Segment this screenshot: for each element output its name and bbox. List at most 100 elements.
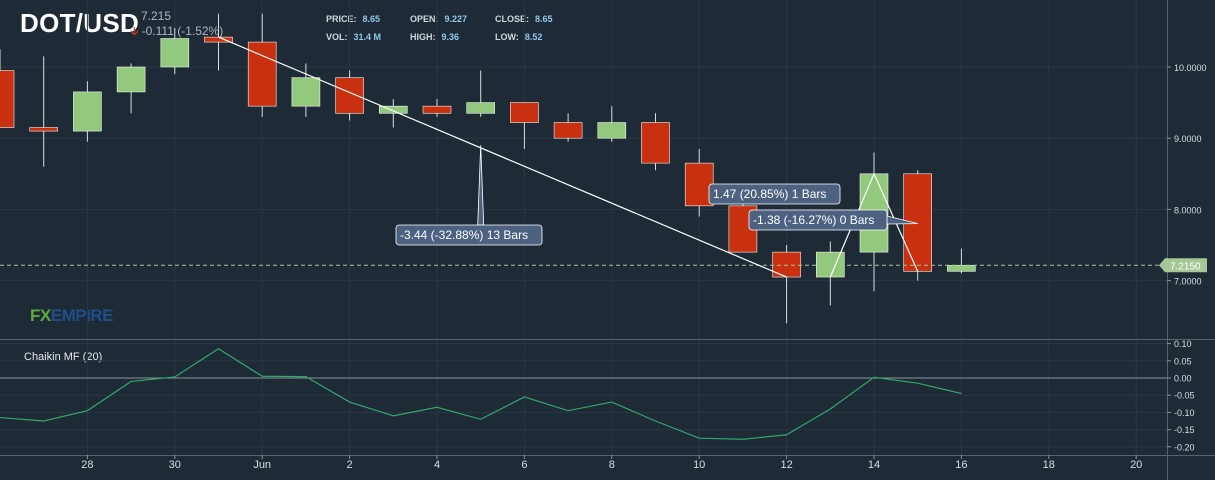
candle	[116, 63, 146, 114]
price-change-value: -0.111 (-1.52%)	[141, 24, 224, 38]
candle	[0, 49, 15, 128]
stat-label: HIGH:	[410, 32, 436, 42]
stat-label: CLOSE:	[495, 14, 530, 24]
candle-body	[378, 105, 408, 114]
x-tick-label: 20	[1130, 459, 1142, 471]
axes: 10.0000 9.0000 8.0000 7.0000 0.10 0.05 0.00 -0.…	[81, 63, 1207, 471]
candle-body	[335, 77, 364, 114]
candle-body	[597, 122, 627, 139]
trend-lines: -3.44 (-32.88%) 13 Bars 1.47 (20.85%) 1 B…	[218, 36, 919, 278]
candle-body	[947, 264, 976, 272]
candle-body	[116, 66, 146, 93]
candle-body	[684, 162, 714, 207]
trend-label: 1.47 (20.85%) 1 Bars	[713, 187, 826, 201]
candle	[772, 245, 801, 324]
candle	[510, 102, 539, 149]
stat-price: PRICE: 8.65	[326, 14, 380, 24]
x-tick-label: 10	[693, 459, 705, 471]
stat-label: OPEN:	[410, 14, 439, 24]
down-arrow-icon: 🡫	[130, 24, 139, 38]
candle-body	[510, 102, 539, 123]
stat-value: 8.65	[535, 14, 553, 24]
x-tick-label: 6	[521, 459, 527, 471]
brand-part2: EMPIRE	[50, 306, 114, 325]
candle	[378, 99, 408, 128]
ind-y-tick-label: 0.00	[1174, 374, 1192, 384]
stat-value: 31.4 M	[353, 32, 382, 42]
trend-label-box	[708, 183, 841, 205]
y-tick-label: 7.0000	[1174, 277, 1202, 287]
stat-label: LOW:	[495, 32, 519, 42]
candle	[947, 248, 976, 274]
x-tick-label: Jun	[253, 459, 271, 471]
stat-value: 9.227	[444, 14, 468, 24]
candle	[466, 70, 496, 117]
trend-label-box	[748, 209, 888, 231]
candle	[597, 106, 627, 142]
candle-body	[291, 77, 321, 107]
last-price-tag	[1159, 258, 1207, 273]
candle-body	[160, 38, 190, 68]
stat-value: 9.36	[441, 32, 460, 42]
x-tick-label: 14	[868, 459, 880, 471]
stat-value: 8.65	[362, 14, 381, 24]
x-tick-label: 12	[780, 459, 792, 471]
stat-close: CLOSE: 8.65	[495, 14, 553, 24]
brand-logo: FXEMPIRE	[30, 306, 113, 326]
candle	[160, 27, 190, 75]
candles	[0, 13, 976, 324]
stat-vol: VOL: 31.4 M	[326, 32, 381, 42]
indicator-title: Chaikin MF (20)	[24, 351, 103, 363]
y-tick-label: 8.0000	[1174, 205, 1202, 215]
stat-label: PRICE:	[326, 14, 357, 24]
ind-y-tick-label: -0.15	[1174, 425, 1195, 435]
stat-low: LOW: 8.52	[495, 32, 542, 42]
x-tick-label: 4	[434, 459, 440, 471]
candle-body	[29, 127, 59, 132]
candle	[422, 99, 452, 117]
candle-body	[422, 105, 452, 114]
trend-label: -3.44 (-32.88%) 13 Bars	[400, 228, 528, 242]
trend-label-pointer	[477, 145, 485, 226]
ind-y-tick-label: 0.10	[1174, 339, 1192, 349]
y-tick-label: 9.0000	[1174, 134, 1202, 144]
candle	[903, 170, 933, 281]
ind-y-tick-label: -0.05	[1174, 391, 1195, 401]
stat-label: VOL:	[326, 32, 348, 42]
candle	[204, 13, 233, 71]
candle-body	[247, 41, 277, 107]
candle-body	[553, 122, 583, 139]
candle	[73, 81, 102, 142]
stat-value: 8.52	[524, 32, 543, 42]
candle	[815, 241, 845, 306]
candle-body	[73, 91, 102, 132]
candle	[247, 13, 277, 117]
x-tick-label: 8	[609, 459, 615, 471]
ind-y-tick-label: -0.10	[1174, 408, 1195, 418]
candle	[641, 113, 670, 171]
x-tick-label: 2	[347, 459, 353, 471]
brand-part1: FX	[30, 306, 51, 325]
candle-body	[815, 251, 845, 278]
last-price-tag-label: 7.2150	[1170, 261, 1201, 272]
candle	[553, 113, 583, 142]
last-price-line: 7.2150	[0, 258, 1207, 273]
y-tick-label: 10.0000	[1174, 63, 1207, 73]
x-tick-label: 16	[955, 459, 967, 471]
stat-open: OPEN: 9.227	[410, 14, 467, 24]
candle-body	[0, 70, 15, 128]
x-tick-label: 28	[81, 459, 93, 471]
trend-line	[218, 36, 787, 278]
trend-label-box	[395, 224, 543, 246]
x-tick-label: 18	[1043, 459, 1055, 471]
chaikin-mf-line	[0, 348, 962, 440]
candle	[335, 70, 364, 121]
candle-body	[641, 122, 670, 164]
candle	[684, 148, 714, 217]
price-change: 🡫 -0.111 (-1.52%)	[130, 22, 223, 43]
last-price: 7.215	[141, 9, 172, 23]
ind-y-tick-label: 0.05	[1174, 356, 1192, 366]
